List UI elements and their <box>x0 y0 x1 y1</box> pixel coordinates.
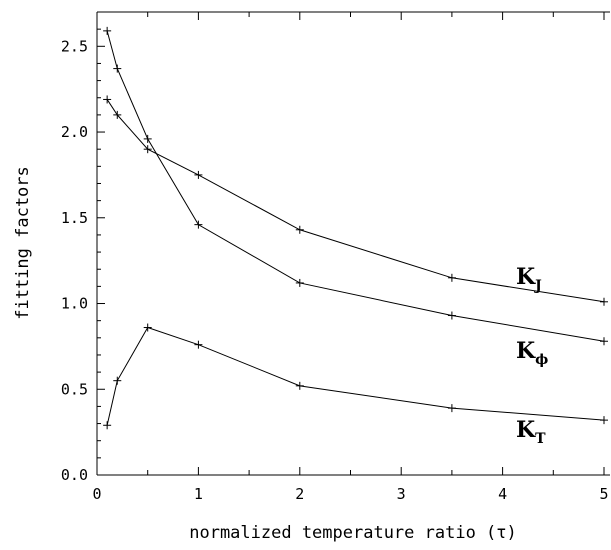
data-point-kphi <box>194 220 203 229</box>
series-line-kphi <box>106 30 605 342</box>
data-point-kphi <box>103 26 112 35</box>
data-point-kphi <box>113 64 122 73</box>
data-point-kphi <box>447 311 456 320</box>
data-point-kj <box>447 273 456 282</box>
data-point-kt <box>143 323 152 332</box>
x-tick-label: 2 <box>295 485 304 503</box>
data-point-kj <box>103 95 112 104</box>
plot-frame <box>96 11 610 476</box>
data-point-kt <box>103 421 112 430</box>
data-point-kphi <box>295 278 304 287</box>
y-tick-label: 2.0 <box>61 123 88 141</box>
data-point-kt <box>447 404 456 413</box>
x-axis-title: normalized temperature ratio (τ) <box>189 523 517 543</box>
series-label-kphi: Kϕ <box>516 338 548 368</box>
y-axis-title: fitting factors <box>13 166 33 320</box>
y-tick-label: 0.5 <box>61 380 88 398</box>
y-tick-label: 1.5 <box>61 209 88 227</box>
x-tick-labels: 0 1 2 3 4 5 <box>92 485 608 503</box>
data-point-kphi <box>143 134 152 143</box>
x-tick-label: 3 <box>397 485 406 503</box>
data-point-kj <box>113 110 122 119</box>
data-point-kt <box>194 340 203 349</box>
data-point-kj <box>143 145 152 154</box>
data-point-kphi <box>600 337 608 346</box>
series-group <box>103 26 608 430</box>
series-label-main: K <box>516 417 536 443</box>
data-point-kt <box>600 416 608 425</box>
data-point-kj <box>295 225 304 234</box>
series-label-subscript: ϕ <box>535 352 548 368</box>
data-point-kt <box>113 376 122 385</box>
series-label-kj: KJ <box>516 264 542 294</box>
data-point-kj <box>194 170 203 179</box>
series-label-kt: KT <box>516 417 546 447</box>
x-tick-label: 0 <box>92 485 101 503</box>
series-label-subscript: T <box>535 431 546 447</box>
data-point-kt <box>295 381 304 390</box>
tick-marks <box>96 11 605 476</box>
series-label-subscript: J <box>533 278 542 294</box>
y-tick-label: 1.0 <box>61 295 88 313</box>
data-point-kj <box>600 297 608 306</box>
series-label-main: K <box>516 338 536 364</box>
series-label-main: K <box>516 264 536 290</box>
x-tick-label: 5 <box>599 485 608 503</box>
x-tick-label: 1 <box>194 485 203 503</box>
y-tick-label: 2.5 <box>61 37 88 55</box>
y-tick-labels: 0.0 0.5 1.0 1.5 2.0 2.5 <box>61 37 88 484</box>
y-tick-label: 0.0 <box>61 466 88 484</box>
x-tick-label: 4 <box>498 485 507 503</box>
